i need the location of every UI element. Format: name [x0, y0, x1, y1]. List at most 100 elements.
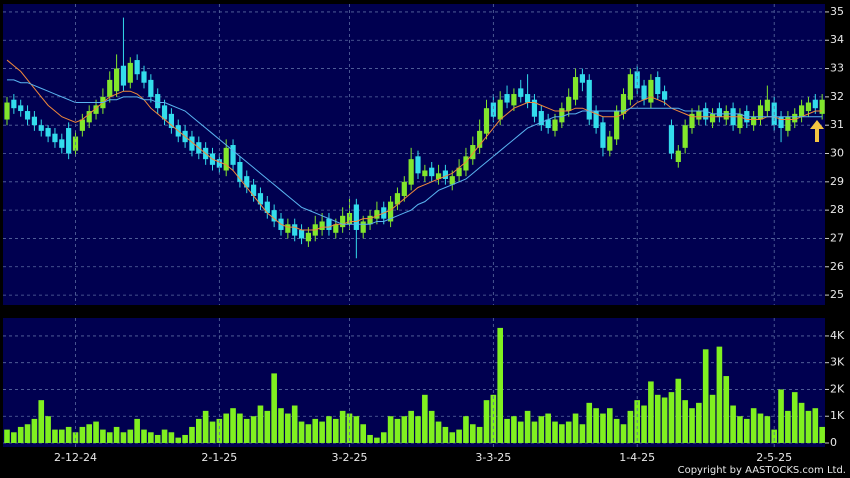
- volume-bar: [428, 410, 435, 443]
- candle-body: [374, 210, 380, 219]
- volume-bar: [401, 416, 408, 443]
- volume-bar: [31, 418, 38, 443]
- volume-bar: [490, 394, 497, 443]
- y-tick-label: 25: [830, 288, 844, 301]
- volume-bar: [360, 424, 366, 443]
- candle-body: [292, 224, 298, 236]
- volume-bar: [476, 426, 483, 443]
- volume-bar: [531, 421, 538, 443]
- volume-bar: [141, 429, 147, 443]
- volume-bar: [620, 424, 627, 443]
- volume-bar: [702, 349, 709, 443]
- volume-bar: [65, 426, 72, 443]
- volume-bar: [326, 416, 332, 443]
- candle-body: [497, 99, 503, 120]
- volume-bar: [682, 400, 688, 443]
- volume-bar: [805, 410, 812, 443]
- candle-body: [559, 108, 565, 123]
- candle-body: [422, 170, 428, 177]
- volume-bar: [565, 421, 572, 443]
- candle-body: [93, 105, 99, 114]
- y-tick-label: 3K: [830, 356, 845, 369]
- volume-bar: [374, 437, 380, 443]
- volume-bar: [771, 429, 777, 443]
- candle-body: [401, 181, 407, 196]
- candle-body: [703, 108, 709, 120]
- volume-bar: [689, 408, 695, 443]
- volume-bar: [278, 408, 284, 443]
- volume-bar: [100, 429, 106, 443]
- candle-body: [223, 147, 229, 171]
- candle-body: [682, 125, 688, 148]
- volume-bar: [552, 421, 558, 443]
- volume-bar: [113, 426, 120, 443]
- volume-bar: [607, 408, 613, 443]
- candle-body: [470, 145, 476, 160]
- volume-bar: [812, 408, 819, 443]
- candle-body: [620, 94, 627, 114]
- volume-bar: [422, 394, 428, 443]
- y-tick-label: 30: [830, 147, 844, 160]
- y-tick-label: 29: [830, 175, 844, 188]
- volume-bar: [593, 408, 599, 443]
- volume-bar: [524, 410, 531, 443]
- candle-body: [812, 99, 818, 109]
- volume-bar: [230, 408, 236, 443]
- candle-body: [518, 88, 524, 97]
- candle-body: [45, 128, 51, 137]
- volume-bar: [319, 421, 325, 443]
- volume-bar: [408, 410, 414, 443]
- y-tick-label: 27: [830, 231, 844, 244]
- volume-bar: [716, 346, 723, 443]
- volume-bar: [613, 418, 620, 443]
- volume-bar: [305, 424, 312, 443]
- candle-body: [586, 79, 592, 120]
- volume-bar: [161, 429, 168, 443]
- y-tick-label: 33: [830, 62, 844, 75]
- volume-bar: [791, 392, 798, 443]
- candle-body: [388, 201, 394, 222]
- volume-bar: [463, 416, 469, 443]
- volume-bar: [333, 418, 339, 443]
- candle-body: [614, 111, 620, 140]
- volume-bar: [723, 376, 730, 443]
- volume-bar: [798, 402, 805, 443]
- candle-body: [271, 210, 277, 222]
- volume-bar: [148, 432, 154, 443]
- volume-bar: [106, 432, 113, 443]
- candle-body: [641, 85, 647, 100]
- y-tick-label: 31: [830, 118, 844, 131]
- volume-bar: [387, 416, 394, 443]
- candle-body: [161, 105, 168, 120]
- volume-bar: [819, 426, 825, 443]
- volume-bar: [59, 429, 65, 443]
- volume-bar: [11, 432, 17, 443]
- x-tick-label: 3-2-25: [332, 451, 368, 464]
- volume-bar: [497, 327, 503, 443]
- y-tick-label: 1K: [830, 409, 845, 422]
- volume-bar: [538, 416, 545, 443]
- candle-body: [257, 193, 264, 205]
- candle-body: [141, 71, 147, 83]
- candle-body: [627, 74, 633, 100]
- candle-body: [716, 108, 722, 117]
- volume-bar: [93, 421, 99, 443]
- candle-body: [38, 125, 44, 131]
- volume-bar: [456, 429, 462, 443]
- candle-body: [340, 215, 346, 228]
- volume-bar: [196, 418, 202, 443]
- candle-body: [757, 105, 764, 120]
- candle-body: [24, 111, 31, 120]
- volume-bar: [17, 426, 24, 443]
- volume-bar: [291, 405, 298, 443]
- x-tick-label: 1-4-25: [619, 451, 655, 464]
- candle-body: [566, 96, 572, 112]
- candle-body: [107, 79, 113, 97]
- volume-bar: [545, 413, 551, 443]
- candle-body: [600, 122, 606, 148]
- volume-bar: [648, 381, 654, 443]
- copyright: Copyright by AASTOCKS.com Ltd.: [678, 465, 846, 476]
- price-panel: [3, 4, 825, 305]
- volume-bar: [4, 429, 10, 443]
